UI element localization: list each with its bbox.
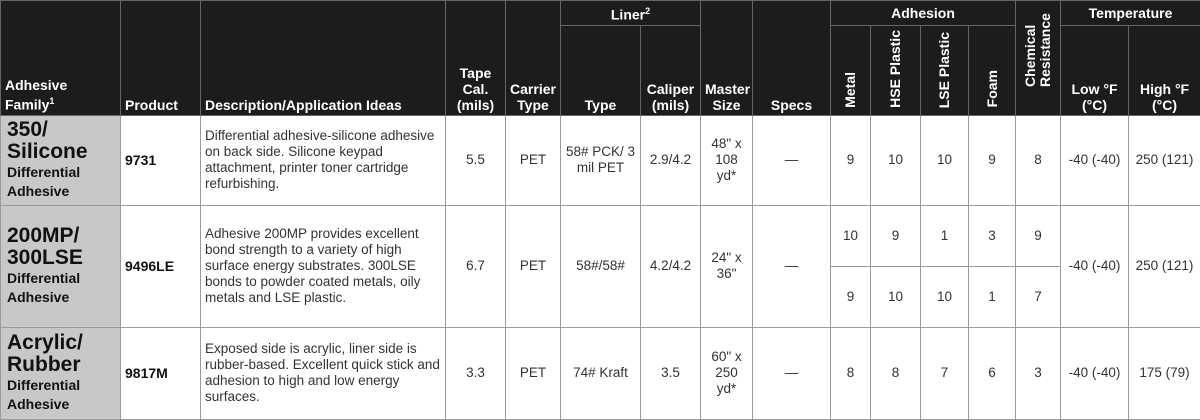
- master-size-cell: 60" x 250 yd*: [701, 327, 753, 419]
- foam-cell: 9: [969, 115, 1016, 205]
- liner-type-cell: 58#/58#: [561, 205, 641, 327]
- description-cell: Differential adhesive-silicone adhesive …: [201, 115, 446, 205]
- lse-cell: 10: [921, 266, 969, 327]
- low-temp-cell: -40 (-40): [1061, 205, 1129, 327]
- description-cell: Adhesive 200MP provides excellent bond s…: [201, 205, 446, 327]
- liner-caliper-cell: 3.5: [641, 327, 701, 419]
- liner-caliper-cell: 2.9/4.2: [641, 115, 701, 205]
- header-master-size: Master Size: [701, 1, 753, 116]
- header-high: High °F (°C): [1129, 26, 1200, 116]
- product-cell: 9496LE: [121, 205, 201, 327]
- header-lse: LSE Plastic: [921, 26, 969, 116]
- liner-caliper-cell: 4.2/4.2: [641, 205, 701, 327]
- hse-cell: 8: [871, 327, 921, 419]
- specs-cell: —: [753, 205, 831, 327]
- specs-cell: —: [753, 115, 831, 205]
- hse-cell: 9: [871, 205, 921, 266]
- specs-cell: —: [753, 327, 831, 419]
- master-size-cell: 24" x 36": [701, 205, 753, 327]
- low-temp-cell: -40 (-40): [1061, 115, 1129, 205]
- product-cell: 9731: [121, 115, 201, 205]
- header-metal: Metal: [831, 26, 871, 116]
- high-temp-cell: 250 (121): [1129, 115, 1200, 205]
- liner-type-cell: 58# PCK/ 3 mil PET: [561, 115, 641, 205]
- header-foam: Foam: [969, 26, 1016, 116]
- chemical-cell: 7: [1016, 266, 1061, 327]
- tape-cal-cell: 5.5: [446, 115, 506, 205]
- lse-cell: 7: [921, 327, 969, 419]
- header-adhesion: Adhesion: [831, 1, 1016, 26]
- master-size-cell: 48" x 108 yd*: [701, 115, 753, 205]
- carrier-cell: PET: [506, 327, 561, 419]
- metal-cell: 9: [831, 266, 871, 327]
- header-carrier: Carrier Type: [506, 1, 561, 116]
- tape-cal-cell: 6.7: [446, 205, 506, 327]
- chemical-cell: 3: [1016, 327, 1061, 419]
- metal-cell: 9: [831, 115, 871, 205]
- header-temperature: Temperature: [1061, 1, 1200, 26]
- lse-cell: 1: [921, 205, 969, 266]
- header-specs: Specs: [753, 1, 831, 116]
- header-chemical: Chemical Resistance: [1016, 1, 1061, 116]
- header-liner-caliper: Caliper (mils): [641, 26, 701, 116]
- chemical-cell: 8: [1016, 115, 1061, 205]
- metal-cell: 10: [831, 205, 871, 266]
- header-liner-type: Type: [561, 26, 641, 116]
- metal-cell: 8: [831, 327, 871, 419]
- header-tape-cal: Tape Cal. (mils): [446, 1, 506, 116]
- high-temp-cell: 250 (121): [1129, 205, 1200, 327]
- hse-cell: 10: [871, 115, 921, 205]
- product-cell: 9817M: [121, 327, 201, 419]
- header-product: Product: [121, 1, 201, 116]
- foam-cell: 3: [969, 205, 1016, 266]
- liner-type-cell: 74# Kraft: [561, 327, 641, 419]
- low-temp-cell: -40 (-40): [1061, 327, 1129, 419]
- tape-cal-cell: 3.3: [446, 327, 506, 419]
- lse-cell: 10: [921, 115, 969, 205]
- header-low: Low °F (°C): [1061, 26, 1129, 116]
- header-family: Adhesive Family1: [1, 1, 121, 116]
- description-cell: Exposed side is acrylic, liner side is r…: [201, 327, 446, 419]
- header-description: Description/Application Ideas: [201, 1, 446, 116]
- carrier-cell: PET: [506, 115, 561, 205]
- high-temp-cell: 175 (79): [1129, 327, 1200, 419]
- hse-cell: 10: [871, 266, 921, 327]
- chemical-cell: 9: [1016, 205, 1061, 266]
- foam-cell: 1: [969, 266, 1016, 327]
- header-hse: HSE Plastic: [871, 26, 921, 116]
- carrier-cell: PET: [506, 205, 561, 327]
- foam-cell: 6: [969, 327, 1016, 419]
- header-liner: Liner2: [561, 1, 701, 26]
